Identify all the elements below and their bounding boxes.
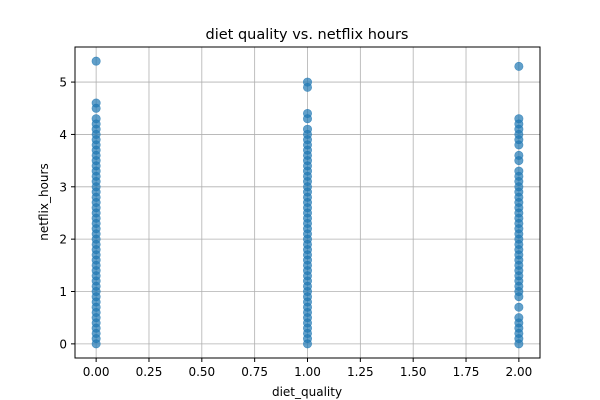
y-tick-label: 1 (59, 285, 67, 299)
data-point (91, 103, 101, 113)
data-point (514, 292, 524, 302)
x-tick-label: 1.00 (294, 365, 321, 379)
y-tick-label: 5 (59, 76, 67, 90)
y-tick-label: 2 (59, 233, 67, 247)
data-point (302, 114, 312, 124)
data-point (91, 56, 101, 66)
data-point (302, 339, 312, 349)
y-tick-label: 3 (59, 180, 67, 194)
x-tick-label: 0.25 (136, 365, 163, 379)
data-point (302, 82, 312, 92)
x-tick-label: 0.00 (83, 365, 110, 379)
y-tick-label: 4 (59, 128, 67, 142)
x-tick-label: 0.75 (241, 365, 268, 379)
x-tick-label: 1.50 (400, 365, 427, 379)
x-tick-label: 0.50 (188, 365, 215, 379)
y-axis-label: netflix_hours (37, 163, 51, 240)
y-tick-label: 0 (59, 337, 67, 351)
x-axis-label: diet_quality (272, 385, 342, 399)
x-tick-label: 1.25 (347, 365, 374, 379)
data-point (514, 339, 524, 349)
data-point (514, 61, 524, 71)
plot-area: 0.00 0.25 0.50 0.75 1.00 1.25 1.50 1.75 2.00 0 1 2 3… (59, 46, 541, 379)
data-point (514, 140, 524, 150)
x-tick-label: 2.00 (506, 365, 533, 379)
data-point (91, 339, 101, 349)
x-tick-label: 1.75 (453, 365, 480, 379)
data-point (514, 302, 524, 312)
chart-title: diet quality vs. netflix hours (206, 27, 409, 43)
data-point (514, 156, 524, 166)
